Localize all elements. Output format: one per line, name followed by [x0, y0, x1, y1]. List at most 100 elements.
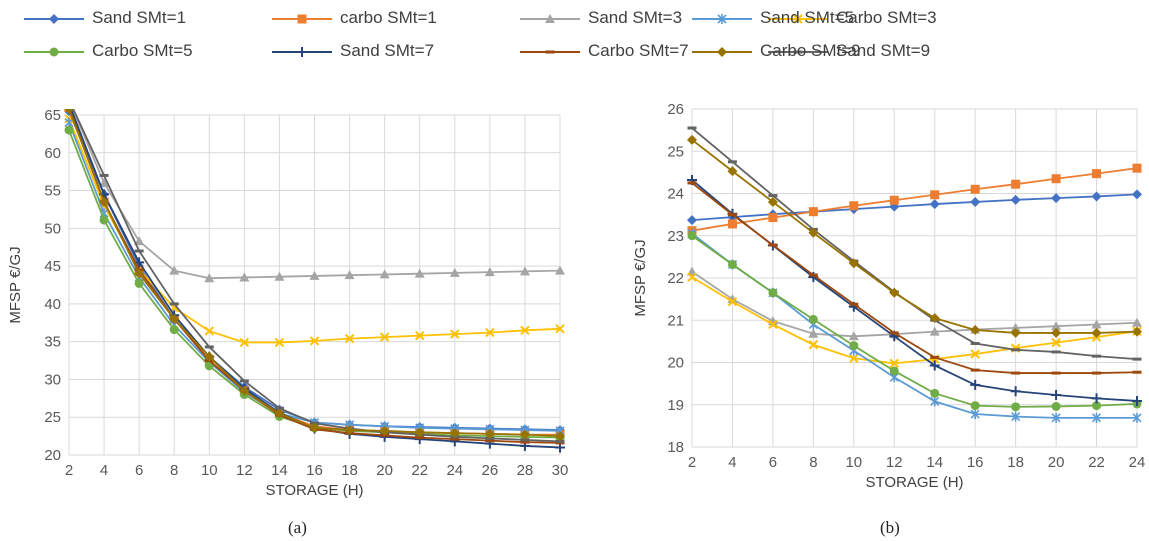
gridlines: [68, 114, 561, 456]
legend-label: Carbo SMt=9: [760, 41, 861, 60]
x-tick-label: 4: [100, 462, 108, 479]
data-point: [415, 330, 425, 341]
legend-item-sand-smt-5: Sand SMt=5: [690, 7, 920, 31]
data-point: [1051, 174, 1061, 184]
data-point: [849, 353, 859, 363]
data-point: [929, 360, 940, 371]
y-tick-label: 30: [44, 371, 61, 388]
data-point: [134, 249, 144, 253]
data-point: [485, 327, 495, 338]
data-point: [204, 351, 215, 362]
x-tick-label: 24: [1129, 454, 1146, 471]
data-point: [65, 98, 74, 101]
data-point: [64, 109, 74, 114]
series-carbo-smt-9: [687, 134, 1142, 338]
legend-label: Carbo SMt=7: [588, 41, 689, 60]
data-point: [555, 324, 565, 334]
legend-swatch: [272, 47, 332, 57]
legend-marker: [717, 47, 727, 57]
x-tick-label: 6: [769, 454, 777, 471]
y-tick-label: 55: [44, 183, 61, 200]
data-point: [1010, 322, 1021, 332]
data-point: [239, 337, 250, 348]
data-point: [1051, 390, 1062, 401]
series-line: [691, 127, 1138, 361]
legend-label: Sand SMt=7: [340, 41, 435, 60]
data-point: [1132, 370, 1142, 374]
legend-swatch: [520, 14, 580, 23]
data-point: [64, 125, 74, 135]
x-tick-label: 12: [886, 454, 903, 471]
data-point: [727, 160, 737, 164]
plot-area: [687, 126, 1142, 423]
data-point: [848, 331, 859, 341]
legend-item-sand-smt-3: Sand SMt=3: [518, 7, 748, 31]
data-point: [99, 173, 109, 177]
data-point: [727, 259, 737, 269]
legend-label: Sand SMt=9: [836, 41, 931, 60]
data-point: [344, 333, 355, 344]
data-point: [1091, 191, 1102, 202]
data-point: [274, 337, 285, 348]
data-point: [449, 267, 460, 277]
data-point: [1092, 169, 1102, 179]
data-point: [450, 329, 460, 339]
data-point: [239, 272, 250, 282]
series-line: [691, 139, 1138, 334]
data-point: [555, 441, 565, 445]
data-point: [1132, 412, 1142, 423]
data-point: [970, 324, 981, 335]
data-point: [1011, 179, 1021, 189]
x-tick-label: 16: [306, 462, 323, 479]
data-point: [1132, 189, 1142, 200]
x-tick-label: 2: [688, 454, 696, 471]
data-point: [889, 287, 900, 298]
data-point: [239, 379, 249, 383]
data-point: [520, 440, 530, 444]
data-point: [1091, 319, 1102, 329]
x-tick-label: 8: [809, 454, 817, 471]
legend-swatch: [24, 14, 84, 24]
data-point: [687, 181, 697, 185]
data-point: [1010, 327, 1021, 338]
series-line: [691, 276, 1138, 365]
data-point: [204, 345, 214, 349]
legend-marker: [297, 14, 307, 24]
data-point: [1011, 371, 1021, 375]
data-point: [1132, 357, 1142, 361]
data-point: [1091, 327, 1102, 338]
data-point: [169, 314, 180, 324]
y-axis-label: MFSP €/GJ: [632, 239, 649, 316]
series-carbo-smt-9: [64, 109, 565, 442]
data-point: [808, 340, 819, 350]
x-tick-label: 26: [482, 462, 499, 479]
data-point: [768, 319, 778, 330]
data-point: [687, 126, 697, 130]
data-point: [970, 368, 980, 372]
data-point: [555, 265, 565, 275]
caption-b: (b): [880, 518, 900, 537]
data-point: [768, 243, 778, 247]
data-point: [727, 213, 737, 217]
x-tick-label: 4: [728, 454, 736, 471]
data-point: [849, 302, 859, 306]
x-tick-label: 2: [65, 462, 73, 479]
data-point: [519, 429, 530, 440]
data-point: [134, 236, 145, 246]
x-tick-label: 14: [271, 462, 288, 479]
legend-label: Carbo SMt=3: [836, 8, 937, 27]
legend-marker: [545, 50, 555, 54]
data-point: [1091, 412, 1102, 423]
data-point: [970, 349, 980, 359]
x-tick-label: 10: [201, 462, 218, 479]
data-point: [1132, 317, 1142, 327]
data-point: [889, 358, 899, 369]
data-point: [415, 436, 425, 440]
data-point: [555, 439, 565, 443]
data-point: [485, 439, 495, 443]
series-line: [691, 270, 1138, 338]
x-axis-label: STORAGE (H): [265, 482, 363, 499]
legend-label: carbo SMt=1: [340, 8, 437, 27]
data-point: [1051, 412, 1061, 423]
series-sand-smt-7: [687, 174, 1142, 406]
